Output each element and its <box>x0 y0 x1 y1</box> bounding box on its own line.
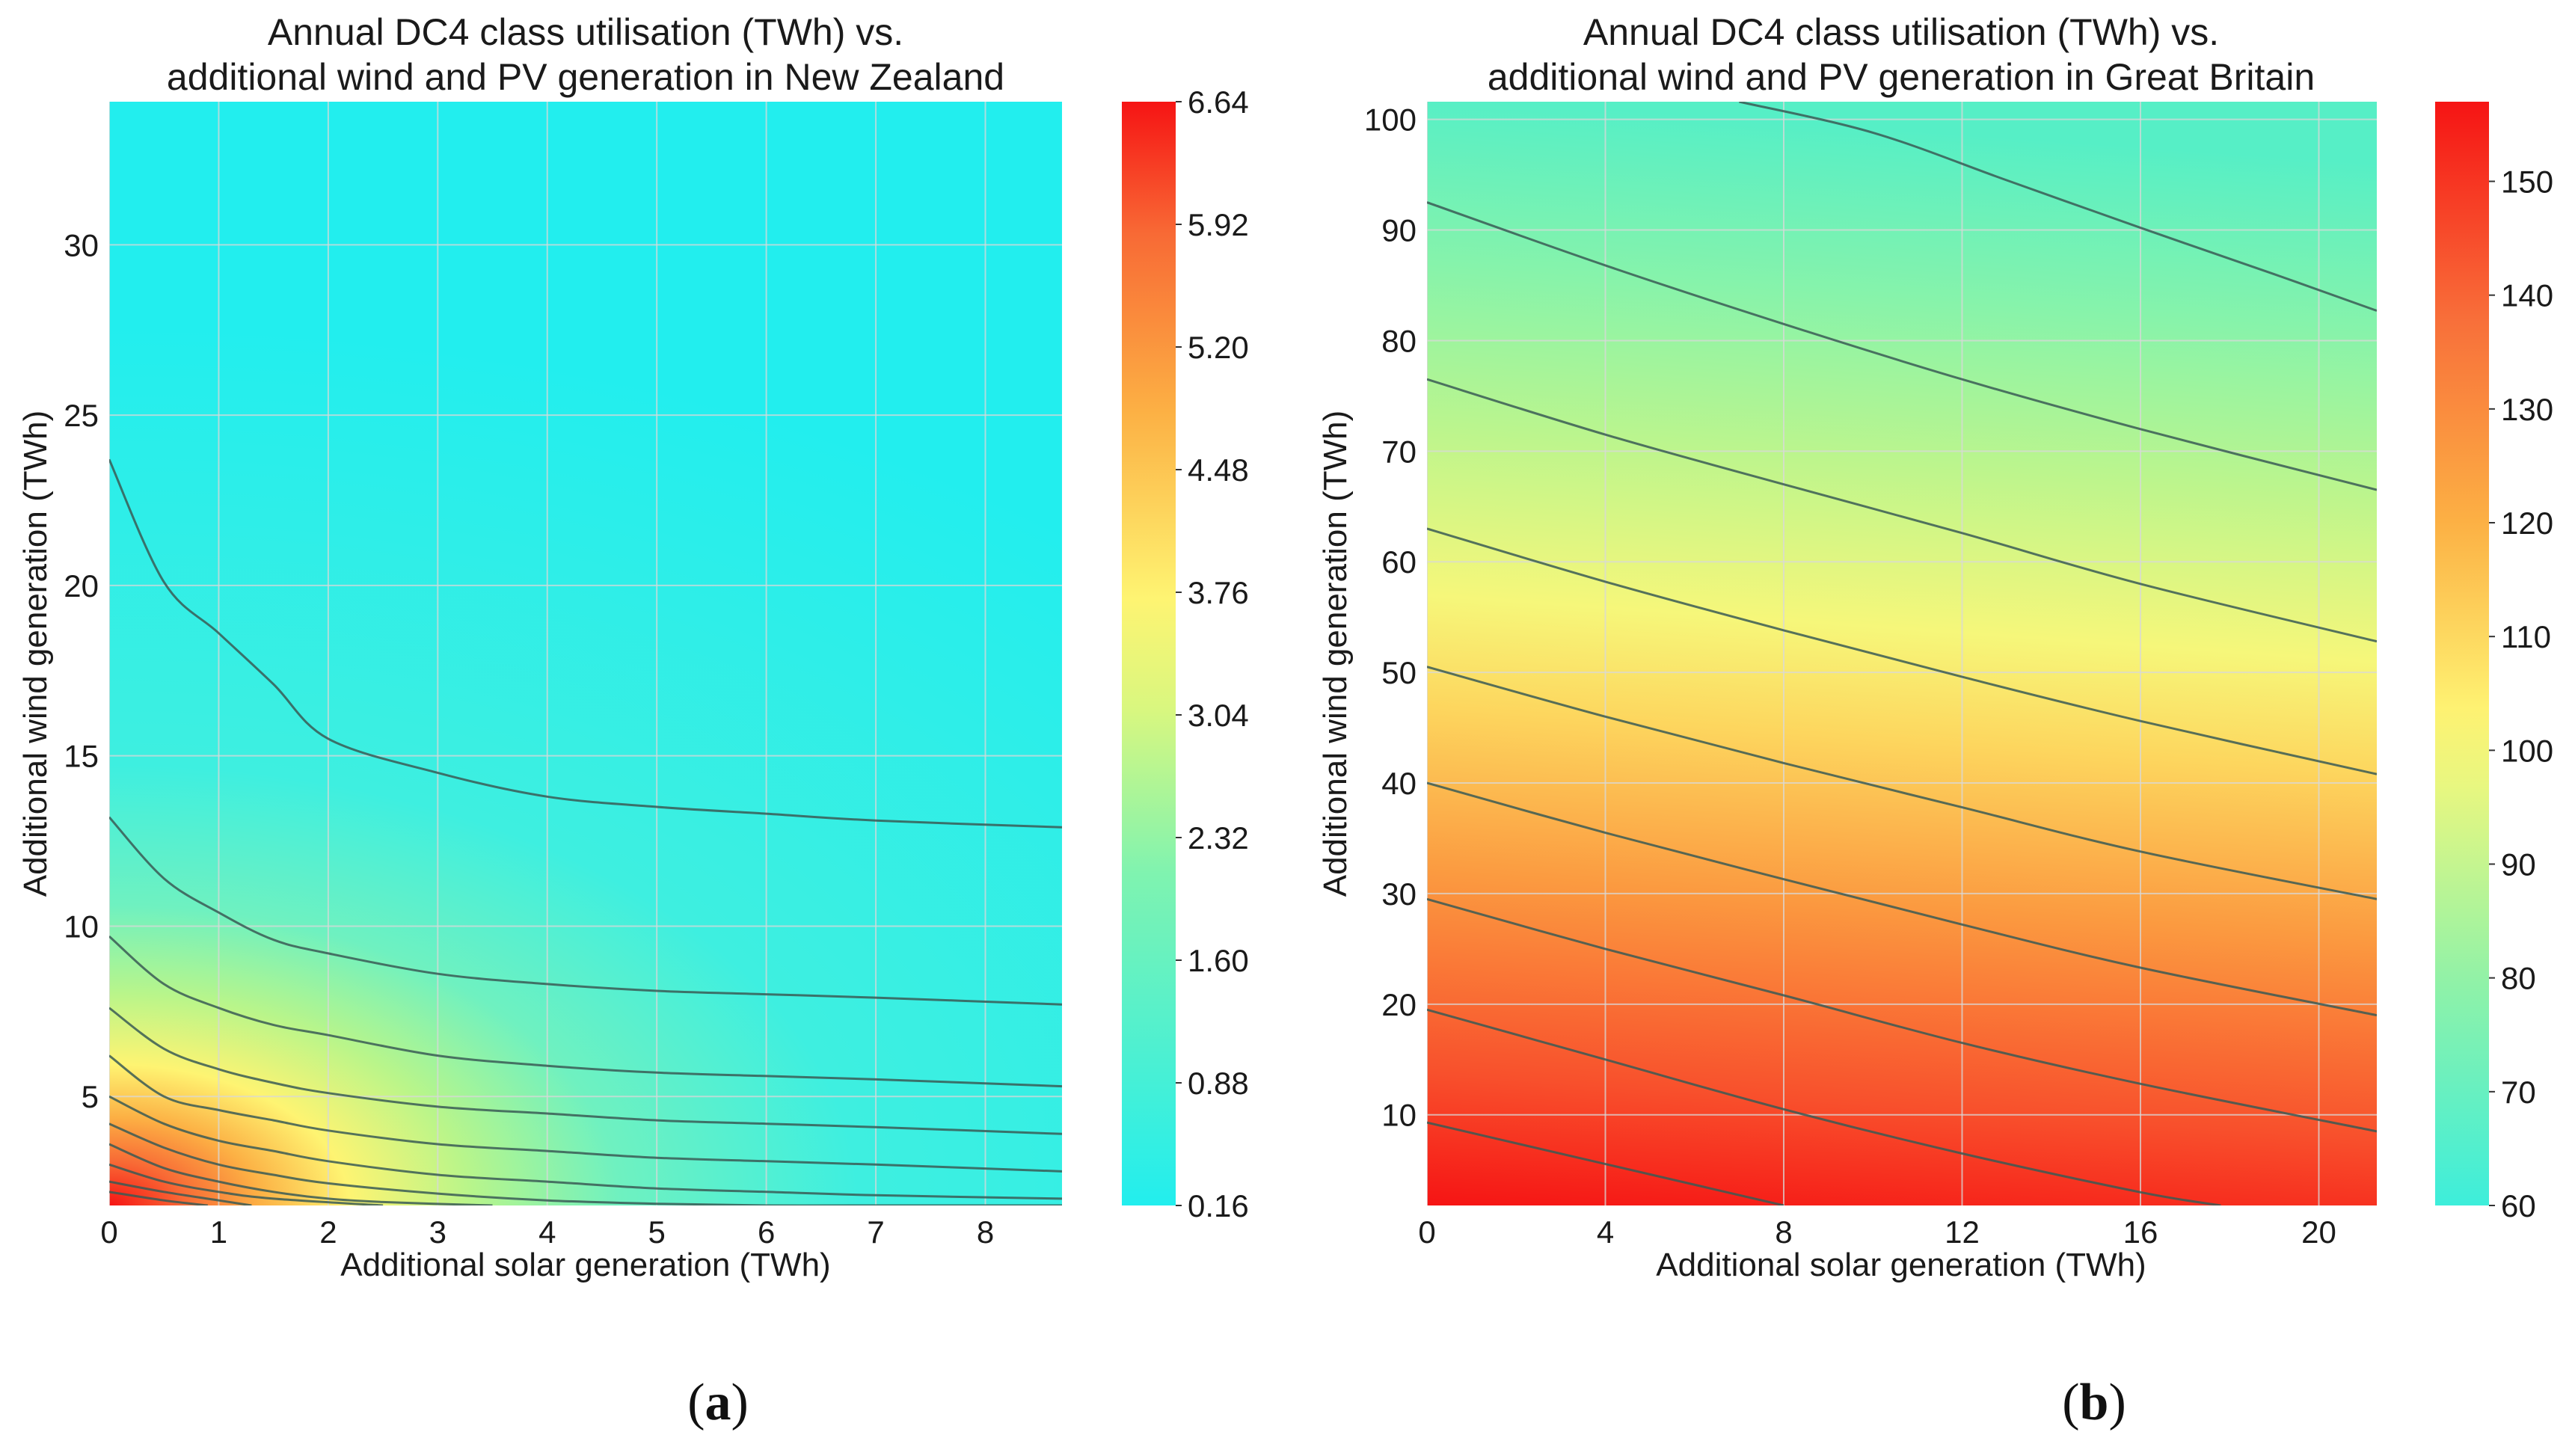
y-tick-label: 5 <box>82 1079 99 1114</box>
x-tick-label: 3 <box>429 1214 446 1250</box>
panel-label: (b) <box>2062 1374 2126 1431</box>
colorbar <box>1122 102 1176 1205</box>
contour-line <box>109 816 1062 1006</box>
x-tick-label: 1 <box>210 1214 227 1250</box>
contour-line <box>109 1163 384 1205</box>
contour-line <box>1427 378 2377 643</box>
colorbar-tick-label: 100 <box>2501 733 2553 768</box>
contour-line <box>109 1191 208 1205</box>
x-tick-label: 4 <box>1597 1214 1614 1250</box>
colorbar-tick-label: 0.88 <box>1188 1066 1249 1101</box>
y-tick-label: 100 <box>1364 102 1417 138</box>
chart-title-line2: additional wind and PV generation in Gre… <box>1488 56 2315 98</box>
y-tick-label: 50 <box>1381 655 1417 690</box>
y-tick-label: 15 <box>64 739 99 774</box>
colorbar-tick-label: 120 <box>2501 506 2553 541</box>
contour-line <box>1427 666 2377 900</box>
y-tick-label: 10 <box>64 909 99 944</box>
contour-line <box>109 1122 1062 1205</box>
colorbar-tick-label: 130 <box>2501 392 2553 427</box>
x-tick-label: 6 <box>758 1214 775 1250</box>
contour-line <box>1739 102 2377 312</box>
x-tick-label: 0 <box>100 1214 117 1250</box>
colorbar-tick-label: 0.16 <box>1188 1188 1249 1223</box>
contour-line <box>1427 1008 2221 1205</box>
colorbar-tick-label: 3.04 <box>1188 698 1249 733</box>
contour-line <box>1427 1121 1784 1205</box>
contour-line <box>1427 527 2377 775</box>
y-tick-label: 80 <box>1381 323 1417 358</box>
x-axis-label: Additional solar generation (TWh) <box>1656 1247 2146 1283</box>
colorbar-tick-label: 150 <box>2501 165 2553 200</box>
chart-title-line1: Annual DC4 class utilisation (TWh) vs. <box>268 11 903 53</box>
contour-line <box>109 1054 1062 1173</box>
chart-title-line2: additional wind and PV generation in New… <box>167 56 1004 98</box>
y-tick-label: 70 <box>1381 434 1417 469</box>
x-tick-label: 8 <box>977 1214 994 1250</box>
colorbar-tick-label: 4.48 <box>1188 452 1249 488</box>
contour-line <box>1427 781 2377 1017</box>
contour-line <box>109 1095 1062 1200</box>
x-tick-label: 2 <box>319 1214 337 1250</box>
x-tick-label: 16 <box>2123 1214 2158 1250</box>
colorbar-tick-label: 60 <box>2501 1188 2536 1223</box>
contour-line <box>109 935 1062 1088</box>
contour-line <box>109 1180 252 1205</box>
grid-lines <box>1427 102 2377 1205</box>
grid-lines <box>109 102 1062 1205</box>
y-axis-ticks: 5 10 15 20 25 30 <box>64 227 99 1114</box>
chart-title-line1: Annual DC4 class utilisation (TWh) vs. <box>1583 11 2219 53</box>
x-axis-ticks: 0 4 8 12 16 20 <box>1418 1214 2336 1250</box>
colorbar-tick-label: 110 <box>2501 619 2551 654</box>
y-tick-label: 30 <box>1381 876 1417 912</box>
chart-panel-b: Annual DC4 class utilisation (TWh) vs. a… <box>1317 11 2553 1431</box>
y-tick-label: 40 <box>1381 766 1417 801</box>
colorbar-tick-label: 5.92 <box>1188 207 1249 242</box>
colorbar-tick-label: 70 <box>2501 1075 2536 1110</box>
x-tick-label: 20 <box>2301 1214 2336 1250</box>
colorbar-ticks: 60 70 80 90 100 110 120 130 140 150 <box>2489 165 2553 1223</box>
y-tick-label: 20 <box>64 568 99 603</box>
chart-panel-a: Annual DC4 class utilisation (TWh) vs. a… <box>17 11 1249 1431</box>
plot-area-background <box>109 102 1062 1205</box>
colorbar-tick-label: 3.76 <box>1188 575 1249 610</box>
colorbar-tick-label: 1.60 <box>1188 943 1249 978</box>
contour-line <box>1427 201 2377 491</box>
contour-line <box>1427 897 2377 1133</box>
colorbar-tick-label: 140 <box>2501 278 2553 313</box>
x-axis-ticks: 0 1 2 3 4 5 6 7 8 <box>100 1214 994 1250</box>
contour-lines <box>109 458 1062 1205</box>
x-tick-label: 4 <box>538 1214 556 1250</box>
contour-lines <box>1427 102 2377 1205</box>
colorbar-tick-label: 5.20 <box>1188 330 1249 365</box>
x-tick-label: 8 <box>1775 1214 1792 1250</box>
y-tick-label: 20 <box>1381 987 1417 1022</box>
contour-line <box>109 1007 1062 1135</box>
y-tick-label: 25 <box>64 398 99 433</box>
colorbar-tick-label: 6.64 <box>1188 85 1249 120</box>
y-tick-label: 30 <box>64 227 99 262</box>
y-axis-label: Additional wind generation (TWh) <box>17 411 54 897</box>
y-tick-label: 10 <box>1381 1098 1417 1133</box>
colorbar-ticks: 0.16 0.88 1.60 2.32 3.04 3.76 4.48 5.20 5.92 6.64 <box>1176 85 1249 1223</box>
x-tick-label: 0 <box>1418 1214 1435 1250</box>
y-tick-label: 60 <box>1381 544 1417 580</box>
colorbar-tick-label: 2.32 <box>1188 820 1249 856</box>
y-axis-ticks: 10 20 30 40 50 60 70 80 90 100 <box>1364 102 1417 1133</box>
y-tick-label: 90 <box>1381 213 1417 248</box>
y-axis-label: Additional wind generation (TWh) <box>1317 411 1354 897</box>
contour-line <box>109 1143 493 1205</box>
x-tick-label: 7 <box>867 1214 884 1250</box>
x-axis-label: Additional solar generation (TWh) <box>340 1247 830 1283</box>
x-tick-label: 12 <box>1945 1214 1980 1250</box>
colorbar <box>2435 102 2489 1205</box>
colorbar-tick-label: 80 <box>2501 961 2536 996</box>
x-tick-label: 5 <box>648 1214 666 1250</box>
contour-line <box>109 458 1062 829</box>
plot-area-background <box>1427 102 2377 1205</box>
panel-label: (a) <box>687 1374 749 1431</box>
colorbar-tick-label: 90 <box>2501 847 2536 882</box>
